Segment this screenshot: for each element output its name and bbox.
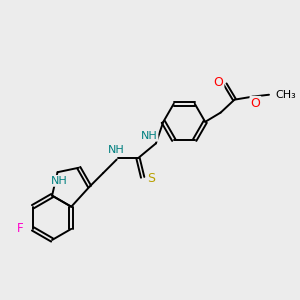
Text: F: F (16, 222, 23, 236)
Text: O: O (250, 97, 260, 110)
Text: S: S (147, 172, 155, 185)
Text: NH: NH (51, 176, 68, 186)
Text: O: O (214, 76, 224, 89)
Text: NH: NH (108, 145, 125, 154)
Text: CH₃: CH₃ (276, 90, 296, 100)
Text: NH: NH (141, 131, 158, 141)
